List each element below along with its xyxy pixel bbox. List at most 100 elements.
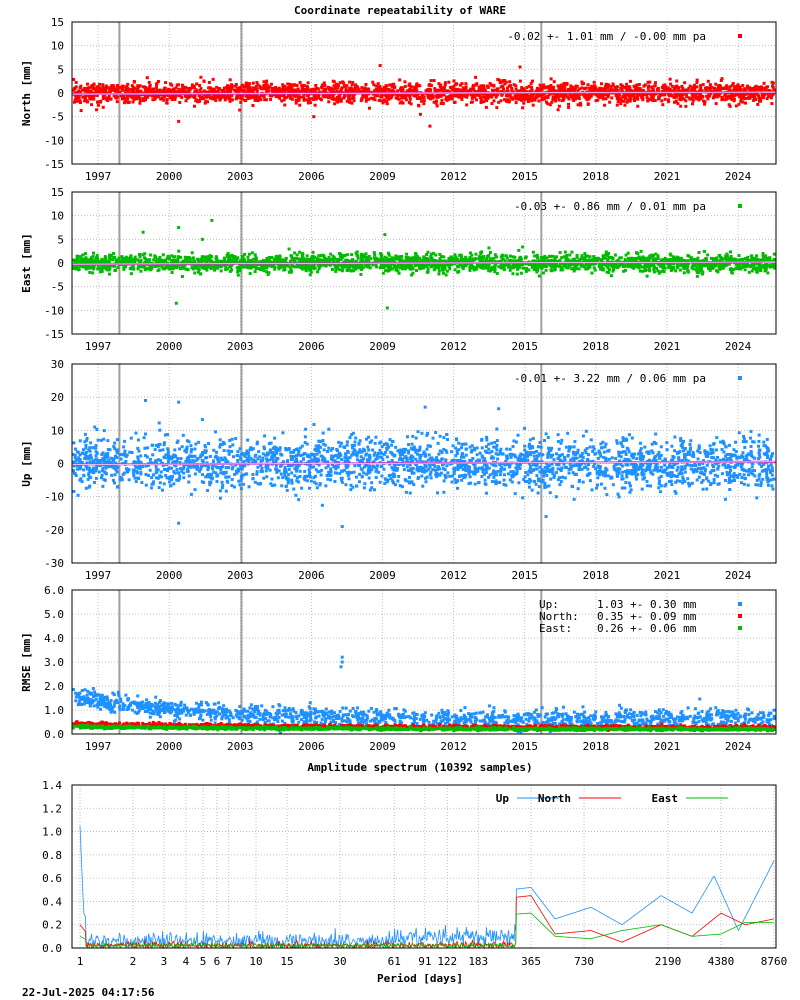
legend-text: -0.02 +- 1.01 mm / -0.00 mm pa bbox=[507, 30, 706, 43]
north-point bbox=[750, 87, 754, 91]
east-point bbox=[750, 256, 754, 260]
east-point bbox=[361, 265, 365, 269]
east-point bbox=[133, 255, 137, 259]
north-point bbox=[256, 83, 260, 87]
north-point bbox=[605, 92, 609, 96]
north-point bbox=[404, 93, 408, 97]
north-point bbox=[724, 94, 728, 98]
north-point bbox=[295, 89, 299, 93]
east-point bbox=[444, 273, 448, 277]
north-point bbox=[475, 98, 479, 102]
east-point bbox=[395, 257, 399, 261]
east-point bbox=[357, 265, 361, 269]
north-point bbox=[297, 98, 301, 102]
north-point bbox=[262, 86, 266, 90]
north-point bbox=[640, 93, 644, 97]
north-point bbox=[407, 100, 411, 104]
east-point bbox=[618, 256, 622, 260]
north-point bbox=[546, 96, 550, 100]
north-point bbox=[234, 84, 238, 88]
north-point bbox=[221, 95, 225, 99]
north-point bbox=[645, 92, 649, 96]
north-point bbox=[226, 84, 230, 88]
north-point bbox=[593, 92, 597, 96]
north-point bbox=[442, 93, 446, 97]
north-point bbox=[215, 90, 219, 94]
north-point bbox=[584, 86, 588, 90]
east-point bbox=[460, 265, 464, 269]
north-point bbox=[244, 94, 248, 98]
east-point bbox=[120, 255, 124, 259]
east-point bbox=[367, 254, 371, 258]
east-point bbox=[287, 247, 291, 251]
north-point bbox=[740, 94, 744, 98]
east-point bbox=[246, 266, 250, 270]
north-point bbox=[683, 81, 687, 85]
north-point bbox=[126, 100, 130, 104]
north-point bbox=[205, 93, 209, 97]
east-point bbox=[345, 253, 349, 257]
east-point bbox=[241, 257, 245, 261]
north-point bbox=[213, 89, 217, 93]
north-point bbox=[459, 95, 463, 99]
east-point bbox=[610, 263, 614, 267]
east-point bbox=[394, 268, 398, 272]
north-point bbox=[132, 91, 136, 95]
north-point bbox=[222, 86, 226, 90]
north-point bbox=[308, 101, 312, 105]
north-point bbox=[111, 84, 115, 88]
north-point bbox=[141, 85, 145, 89]
east-point bbox=[234, 257, 238, 261]
north-point bbox=[367, 106, 371, 110]
north-point bbox=[693, 85, 697, 89]
north-point bbox=[143, 87, 147, 91]
north-point bbox=[165, 101, 169, 105]
x-tick-label: 2021 bbox=[654, 340, 681, 353]
north-point bbox=[586, 102, 590, 106]
east-point bbox=[199, 257, 203, 261]
east-point bbox=[570, 267, 574, 271]
east-point bbox=[243, 252, 247, 256]
north-point bbox=[634, 97, 638, 101]
east-point bbox=[566, 266, 570, 270]
east-point bbox=[118, 259, 122, 263]
north-point bbox=[362, 95, 366, 99]
north-point bbox=[646, 86, 650, 90]
north-point bbox=[198, 88, 202, 92]
north-point bbox=[614, 94, 618, 98]
east-point bbox=[400, 267, 404, 271]
east-point bbox=[564, 265, 568, 269]
north-point bbox=[163, 87, 167, 91]
north-point bbox=[313, 90, 317, 94]
north-point bbox=[248, 96, 252, 100]
east-point bbox=[73, 267, 77, 271]
north-point bbox=[316, 96, 320, 100]
north-point bbox=[382, 98, 386, 102]
east-point bbox=[226, 251, 230, 255]
east-point bbox=[524, 255, 528, 259]
north-point bbox=[547, 85, 551, 89]
east-point bbox=[689, 257, 693, 261]
north-point bbox=[87, 86, 91, 90]
north-point bbox=[697, 95, 701, 99]
east-point bbox=[564, 258, 568, 262]
east-point bbox=[194, 266, 198, 270]
north-point bbox=[408, 94, 412, 98]
north-point bbox=[152, 97, 156, 101]
north-point bbox=[384, 94, 388, 98]
north-point bbox=[623, 96, 627, 100]
east-point bbox=[459, 253, 463, 257]
east-point bbox=[514, 264, 518, 268]
north-point bbox=[536, 92, 540, 96]
north-point bbox=[528, 94, 532, 98]
north-point bbox=[294, 101, 298, 105]
east-point bbox=[674, 269, 678, 273]
north-point bbox=[551, 97, 555, 101]
north-point bbox=[86, 100, 90, 104]
east-point bbox=[764, 254, 768, 258]
north-point bbox=[226, 94, 230, 98]
north-point bbox=[306, 87, 310, 91]
north-point bbox=[667, 100, 671, 104]
east-point bbox=[266, 272, 270, 276]
north-point bbox=[101, 86, 105, 90]
